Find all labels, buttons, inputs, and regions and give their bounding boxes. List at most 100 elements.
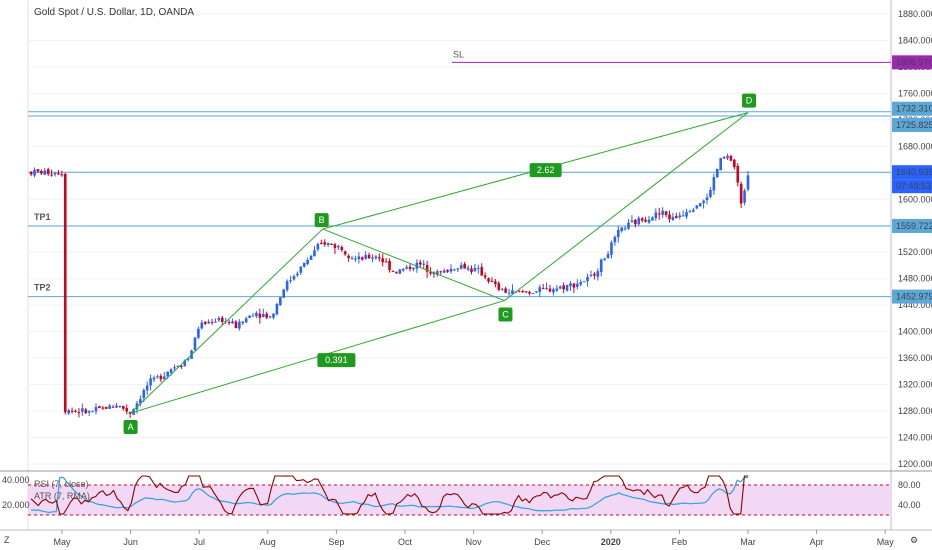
candle-body [313,250,316,257]
candle-body [343,251,347,255]
price-tick-label: 1520.000 [898,247,932,257]
candle-body [29,172,33,175]
candle-body [63,174,67,413]
candle-body [477,268,480,270]
candle-body [46,169,50,174]
candle-body [268,316,272,318]
candle-body [712,177,716,191]
candle-body [535,291,538,293]
candle-body [227,321,231,324]
candle-body [494,281,497,285]
candle-body [43,170,47,175]
candle-body [408,266,412,270]
candle-body [231,321,234,324]
candle-body [483,275,487,278]
candle-body [183,360,187,367]
candle-body [217,317,221,321]
horizontal-lines-layer: SL TP1 TP2 [28,49,891,298]
candle-body [473,267,477,272]
candle-body [425,264,429,272]
candle-body [709,190,712,197]
candle-body [579,282,583,285]
candle-body [459,265,463,269]
candle-body [616,229,620,238]
candle-body [193,337,197,350]
time-tick-label: Jul [193,537,205,547]
point-c-label: C [502,310,509,320]
candle-body [470,268,473,272]
tp1-label: TP1 [34,212,51,222]
harmonic-pattern-layer: A B C D 0.391 2.62 [123,93,756,435]
candle-body [606,254,610,259]
candle-body [279,297,282,306]
candle-body [261,314,265,318]
candle-body [101,407,105,409]
candle-body [599,259,603,273]
time-tick-label: Dec [534,537,551,547]
price-tick-label: 1240.000 [898,433,932,443]
candle-body [265,313,268,318]
candle-body [627,222,630,229]
candle-body [702,200,705,204]
candle-body [521,291,524,293]
candle-body [446,270,449,272]
candle-body [200,322,204,329]
ratio-label: 2.62 [537,165,555,175]
candle-body [40,170,43,174]
candle-body [87,411,91,413]
point-d-label-bg [742,93,756,108]
candle-body [319,242,323,244]
candle-body [647,219,651,223]
candle-body [292,276,296,280]
candle-body [258,313,262,318]
candle-body [323,242,327,245]
candle-body [586,276,589,282]
candle-body [565,285,569,291]
tp1-price-tag: 1559.722 [896,221,932,231]
candle-body [729,155,733,161]
d2-price-tag: 1725.825 [896,120,932,130]
d1-price-tag: 1732.310 [896,104,932,114]
candle-body [149,378,152,386]
candle-body [418,262,422,265]
candle-body [360,257,364,260]
tp2-label: TP2 [34,283,51,293]
settings-gear-icon[interactable]: ⚙ [910,535,918,545]
candle-body [302,262,306,267]
candle-body [722,157,726,159]
candle-body [70,410,74,412]
last-price-tag-bg [892,165,932,180]
candle-body [442,270,446,273]
candle-body [596,271,600,277]
timezone-icon[interactable]: Z [4,535,10,545]
point-a-label-bg [123,420,138,435]
price-tick-label: 1400.000 [898,327,932,337]
rsi-tick-label: 40.00 [898,500,921,510]
candle-body [733,159,736,168]
candle-body [94,407,98,412]
ratio-label: 0.391 [325,355,348,365]
candle-body [675,216,678,218]
time-tick-label: Jun [123,537,138,547]
candle-body [436,271,439,275]
candles-layer [29,153,750,418]
candle-body [589,275,593,277]
candle-body [142,390,146,399]
candle-body [692,209,695,212]
point-a-label: A [128,422,134,432]
time-tick-label: Apr [810,537,824,547]
sl-price-tag-bg [892,55,932,70]
candle-body [285,281,289,291]
candle-body [53,172,57,175]
countdown-tag-bg [892,179,932,194]
candle-body [173,367,176,369]
grid-layer [28,13,891,465]
candle-body [60,174,64,176]
candle-body [33,169,36,176]
candle-body [330,244,333,246]
candle-body [197,328,200,338]
countdown-tag: 07:49:53 [896,181,931,191]
candle-body [412,267,415,270]
candle-body [405,267,408,269]
tp1-price-tag-bg [892,218,932,233]
